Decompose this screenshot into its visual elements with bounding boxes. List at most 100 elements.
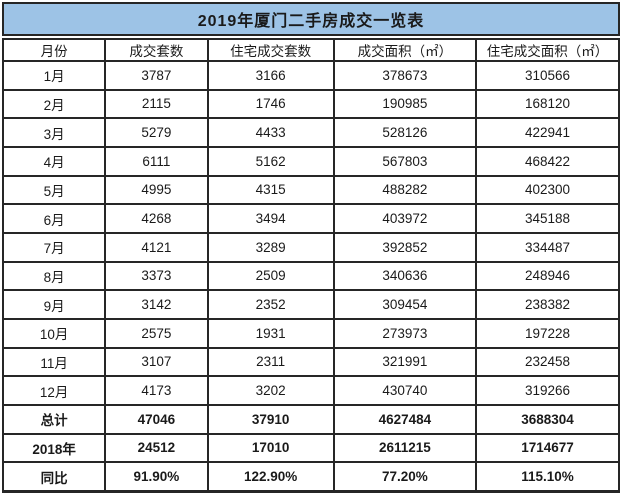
- summary-row: 2018年 24512 17010 2611215 1714677: [1, 432, 620, 464]
- row-label-cell: 8月: [1, 260, 107, 292]
- value-cell: 422941: [475, 117, 620, 148]
- table-body: 1月 3787 3166 378673 310566 2月 2115 1746 190985 16…: [1, 60, 620, 493]
- value-cell: 2311: [206, 346, 335, 378]
- value-cell: 309454: [332, 289, 478, 320]
- value-cell: 319266: [475, 375, 620, 406]
- value-cell: 4433: [206, 117, 335, 148]
- value-cell: 321991: [332, 346, 478, 378]
- value-cell: 3107: [104, 346, 209, 378]
- table-row: 1月 3787 3166 378673 310566: [1, 60, 620, 91]
- row-label-cell: 9月: [1, 289, 107, 320]
- column-header: 住宅成交套数: [206, 38, 335, 62]
- value-cell: 528126: [332, 117, 478, 148]
- transaction-table-sheet: 2019年厦门二手房成交一览表 月份 成交套数 住宅成交套数 成交面积（㎡） 住宅成交面…: [1, 2, 620, 493]
- row-label-cell: 2月: [1, 88, 107, 120]
- row-label-cell: 3月: [1, 117, 107, 148]
- row-label-cell: 10月: [1, 317, 107, 349]
- table-row: 11月 3107 2311 321991 232458: [1, 346, 620, 378]
- value-cell: 4268: [104, 203, 209, 234]
- value-cell: 17010: [206, 432, 335, 464]
- table-row: 4月 6111 5162 567803 468422: [1, 145, 620, 177]
- value-cell: 6111: [104, 145, 209, 177]
- value-cell: 567803: [332, 145, 478, 177]
- row-label-cell: 同比: [1, 461, 107, 493]
- value-cell: 4121: [104, 231, 209, 263]
- column-header: 成交套数: [104, 38, 209, 62]
- value-cell: 4627484: [332, 403, 478, 435]
- value-cell: 24512: [104, 432, 209, 464]
- value-cell: 3373: [104, 260, 209, 292]
- value-cell: 310566: [475, 60, 620, 91]
- value-cell: 3166: [206, 60, 335, 91]
- table-row: 12月 4173 3202 430740 319266: [1, 375, 620, 406]
- value-cell: 3202: [206, 375, 335, 406]
- value-cell: 3289: [206, 231, 335, 263]
- value-cell: 3142: [104, 289, 209, 320]
- value-cell: 4315: [206, 174, 335, 206]
- value-cell: 334487: [475, 231, 620, 263]
- value-cell: 2575: [104, 317, 209, 349]
- row-label-cell: 4月: [1, 145, 107, 177]
- value-cell: 168120: [475, 88, 620, 120]
- value-cell: 1746: [206, 88, 335, 120]
- table-row: 3月 5279 4433 528126 422941: [1, 117, 620, 148]
- value-cell: 3494: [206, 203, 335, 234]
- value-cell: 3688304: [475, 403, 620, 435]
- table-row: 2月 2115 1746 190985 168120: [1, 88, 620, 120]
- value-cell: 5279: [104, 117, 209, 148]
- value-cell: 345188: [475, 203, 620, 234]
- row-label-cell: 2018年: [1, 432, 107, 464]
- table-row: 6月 4268 3494 403972 345188: [1, 203, 620, 234]
- header-row: 月份 成交套数 住宅成交套数 成交面积（㎡） 住宅成交面积（㎡）: [1, 38, 620, 62]
- row-label-cell: 5月: [1, 174, 107, 206]
- table-row: 9月 3142 2352 309454 238382: [1, 289, 620, 320]
- value-cell: 190985: [332, 88, 478, 120]
- value-cell: 232458: [475, 346, 620, 378]
- table-row: 8月 3373 2509 340636 248946: [1, 260, 620, 292]
- column-header: 住宅成交面积（㎡）: [475, 38, 620, 62]
- value-cell: 1931: [206, 317, 335, 349]
- row-label-cell: 7月: [1, 231, 107, 263]
- value-cell: 248946: [475, 260, 620, 292]
- table-row: 5月 4995 4315 488282 402300: [1, 174, 620, 206]
- value-cell: 2611215: [332, 432, 478, 464]
- value-cell: 2115: [104, 88, 209, 120]
- summary-row: 同比 91.90% 122.90% 77.20% 115.10%: [1, 461, 620, 493]
- value-cell: 273973: [332, 317, 478, 349]
- value-cell: 91.90%: [104, 461, 209, 493]
- value-cell: 37910: [206, 403, 335, 435]
- transactions-table: 月份 成交套数 住宅成交套数 成交面积（㎡） 住宅成交面积（㎡） 1月 3787 3166 3…: [1, 38, 620, 493]
- row-label-cell: 12月: [1, 375, 107, 406]
- value-cell: 115.10%: [475, 461, 620, 493]
- column-header: 成交面积（㎡）: [332, 38, 478, 62]
- value-cell: 340636: [332, 260, 478, 292]
- summary-row: 总计 47046 37910 4627484 3688304: [1, 403, 620, 435]
- value-cell: 468422: [475, 145, 620, 177]
- row-label-cell: 1月: [1, 60, 107, 91]
- table-row: 10月 2575 1931 273973 197228: [1, 317, 620, 349]
- value-cell: 403972: [332, 203, 478, 234]
- value-cell: 77.20%: [332, 461, 478, 493]
- value-cell: 238382: [475, 289, 620, 320]
- value-cell: 2352: [206, 289, 335, 320]
- row-label-cell: 6月: [1, 203, 107, 234]
- value-cell: 4995: [104, 174, 209, 206]
- value-cell: 402300: [475, 174, 620, 206]
- value-cell: 5162: [206, 145, 335, 177]
- value-cell: 392852: [332, 231, 478, 263]
- column-header: 月份: [1, 38, 107, 62]
- value-cell: 4173: [104, 375, 209, 406]
- value-cell: 430740: [332, 375, 478, 406]
- value-cell: 197228: [475, 317, 620, 349]
- value-cell: 122.90%: [206, 461, 335, 493]
- table-row: 7月 4121 3289 392852 334487: [1, 231, 620, 263]
- value-cell: 2509: [206, 260, 335, 292]
- value-cell: 47046: [104, 403, 209, 435]
- value-cell: 378673: [332, 60, 478, 91]
- row-label-cell: 11月: [1, 346, 107, 378]
- value-cell: 3787: [104, 60, 209, 91]
- row-label-cell: 总计: [1, 403, 107, 435]
- value-cell: 488282: [332, 174, 478, 206]
- value-cell: 1714677: [475, 432, 620, 464]
- table-title: 2019年厦门二手房成交一览表: [2, 2, 620, 36]
